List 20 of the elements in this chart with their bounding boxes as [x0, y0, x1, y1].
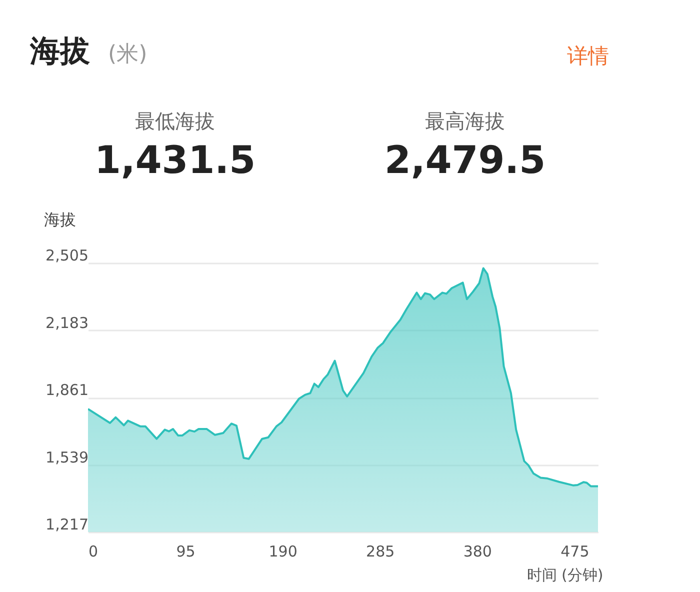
- text: 2,479.5: [384, 138, 546, 182]
- y-tick-label: 2,183: [46, 314, 88, 332]
- y-tick-label: 2,505: [46, 246, 88, 264]
- x-tick-label: 0: [88, 542, 98, 560]
- text: 1,431.5: [94, 138, 256, 182]
- text: 最低海拔: [135, 109, 215, 133]
- x-tick-label: 475: [560, 542, 590, 560]
- y-axis-title: 海拔: [44, 210, 76, 229]
- chart-title: 海拔: [29, 34, 90, 69]
- chart-subtitle: (米): [108, 42, 148, 67]
- text: 最高海拔: [425, 109, 505, 133]
- text: 详情: [567, 44, 609, 68]
- x-tick-label: 285: [366, 542, 395, 560]
- y-tick-label: 1,861: [46, 381, 88, 399]
- y-tick-label: 1,217: [46, 516, 88, 534]
- y-tick-label: 1,539: [46, 448, 88, 466]
- x-tick-label: 95: [176, 542, 196, 560]
- x-tick-label: 190: [268, 542, 298, 560]
- x-axis-title: 时间 (分钟): [526, 566, 604, 584]
- x-tick-label: 380: [463, 542, 492, 560]
